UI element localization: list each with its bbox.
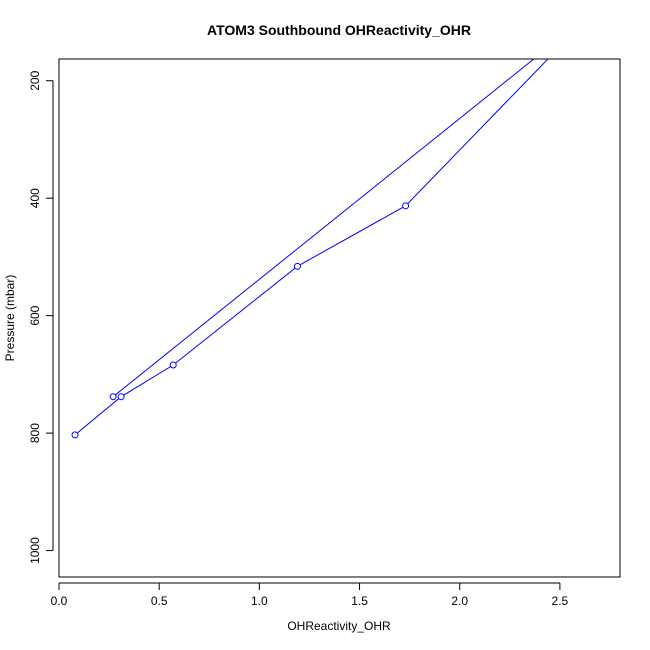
y-tick-label: 800 [28,423,42,443]
y-axis: 200 400 600 800 1000 [28,70,54,564]
y-axis-label: Pressure (mbar) [3,275,17,362]
y-tick-label: 200 [28,70,42,90]
data-point [293,262,301,270]
data-point [71,431,79,439]
chart-title: ATOM3 Southbound OHReactivity_OHR [207,22,471,38]
x-axis-label: OHReactivity_OHR [287,619,391,633]
series-line [74,59,549,436]
y-tick-label: 600 [28,305,42,325]
x-axis: 0.0 0.5 1.0 1.5 2.0 2.5 [51,582,569,608]
x-tick-label: 0.5 [151,594,168,608]
y-tick-label: 1000 [28,537,42,564]
data-point [117,393,125,401]
x-tick-label: 0.0 [51,594,68,608]
y-tick-label: 400 [28,188,42,208]
series-group [71,59,549,439]
x-tick-label: 2.0 [451,594,468,608]
x-tick-label: 2.5 [552,594,569,608]
plot-content [71,59,549,439]
x-tick-label: 1.0 [251,594,268,608]
data-point [402,202,410,210]
plot-frame [58,58,621,578]
data-point [109,393,117,401]
data-point [169,361,177,369]
x-tick-label: 1.5 [351,594,368,608]
series-line-return [112,59,535,398]
